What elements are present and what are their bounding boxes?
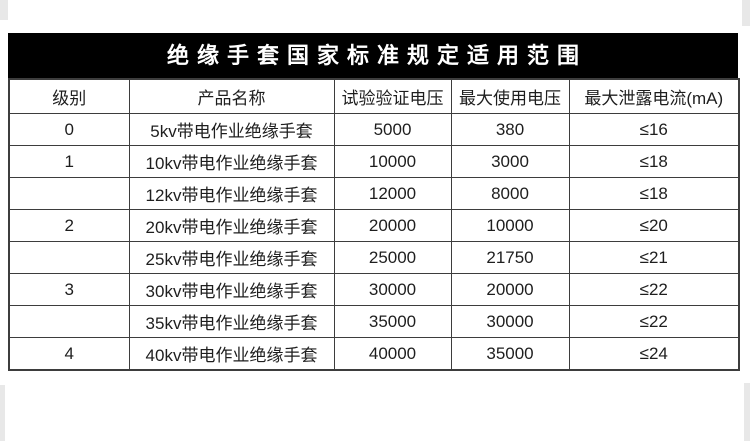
cell-max-use-voltage: 20000 [450, 273, 570, 306]
column-header-test-voltage: 试验验证电压 [333, 78, 452, 114]
cell-product-name: 5kv带电作业绝缘手套 [128, 113, 335, 146]
page-edge-top-right [742, 0, 750, 26]
header-row: 级别 产品名称 试验验证电压 最大使用电压 最大泄露电流(mA) [8, 78, 740, 114]
table-row: 3 30kv带电作业绝缘手套 30000 20000 ≤22 [8, 273, 740, 306]
cell-test-voltage: 5000 [333, 113, 452, 146]
cell-test-voltage: 12000 [333, 177, 452, 210]
cell-level: 3 [8, 273, 130, 306]
cell-test-voltage: 35000 [333, 305, 452, 338]
table-body: 0 5kv带电作业绝缘手套 5000 380 ≤16 1 10kv带电作业绝缘手… [8, 113, 740, 371]
table-row: 1 10kv带电作业绝缘手套 10000 3000 ≤18 [8, 145, 740, 178]
cell-max-use-voltage: 35000 [450, 337, 570, 371]
table-row: 25kv带电作业绝缘手套 25000 21750 ≤21 [8, 241, 740, 274]
cell-max-use-voltage: 21750 [450, 241, 570, 274]
cell-max-leakage-current: ≤16 [568, 113, 740, 146]
cell-test-voltage: 25000 [333, 241, 452, 274]
cell-product-name: 25kv带电作业绝缘手套 [128, 241, 335, 274]
cell-level: 0 [8, 113, 130, 146]
table-row: 4 40kv带电作业绝缘手套 40000 35000 ≤24 [8, 337, 740, 371]
page-edge-bottom-right [744, 383, 750, 441]
column-header-max-use-voltage: 最大使用电压 [450, 78, 570, 114]
cell-product-name: 35kv带电作业绝缘手套 [128, 305, 335, 338]
cell-max-use-voltage: 380 [450, 113, 570, 146]
cell-product-name: 10kv带电作业绝缘手套 [128, 145, 335, 178]
cell-product-name: 12kv带电作业绝缘手套 [128, 177, 335, 210]
cell-max-leakage-current: ≤18 [568, 145, 740, 178]
cell-max-leakage-current: ≤20 [568, 209, 740, 242]
cell-test-voltage: 10000 [333, 145, 452, 178]
cell-max-use-voltage: 10000 [450, 209, 570, 242]
cell-test-voltage: 40000 [333, 337, 452, 371]
cell-max-use-voltage: 3000 [450, 145, 570, 178]
cell-max-leakage-current: ≤22 [568, 273, 740, 306]
table-row: 2 20kv带电作业绝缘手套 20000 10000 ≤20 [8, 209, 740, 242]
cell-max-leakage-current: ≤24 [568, 337, 740, 371]
cell-level [8, 177, 130, 210]
cell-product-name: 40kv带电作业绝缘手套 [128, 337, 335, 371]
cell-max-leakage-current: ≤22 [568, 305, 740, 338]
column-header-max-leakage-current: 最大泄露电流(mA) [568, 78, 740, 114]
table-row: 0 5kv带电作业绝缘手套 5000 380 ≤16 [8, 113, 740, 146]
cell-test-voltage: 30000 [333, 273, 452, 306]
cell-level: 1 [8, 145, 130, 178]
cell-level: 4 [8, 337, 130, 371]
cell-max-leakage-current: ≤21 [568, 241, 740, 274]
column-header-product-name: 产品名称 [128, 78, 335, 114]
table-header: 级别 产品名称 试验验证电压 最大使用电压 最大泄露电流(mA) [8, 78, 740, 114]
cell-product-name: 30kv带电作业绝缘手套 [128, 273, 335, 306]
cell-max-leakage-current: ≤18 [568, 177, 740, 210]
table-title: 绝缘手套国家标准规定适用范围 [8, 33, 738, 78]
page-edge-bottom-left [0, 385, 5, 441]
cell-level [8, 241, 130, 274]
table-row: 35kv带电作业绝缘手套 35000 30000 ≤22 [8, 305, 740, 338]
cell-max-use-voltage: 8000 [450, 177, 570, 210]
glove-spec-table: 级别 产品名称 试验验证电压 最大使用电压 最大泄露电流(mA) 0 5kv带电… [8, 78, 740, 371]
column-header-level: 级别 [8, 78, 130, 114]
cell-product-name: 20kv带电作业绝缘手套 [128, 209, 335, 242]
cell-max-use-voltage: 30000 [450, 305, 570, 338]
cell-level [8, 305, 130, 338]
spec-sheet: 绝缘手套国家标准规定适用范围 级别 产品名称 试验验证电压 最大使用电压 最大泄… [8, 33, 740, 371]
table-row: 12kv带电作业绝缘手套 12000 8000 ≤18 [8, 177, 740, 210]
cell-level: 2 [8, 209, 130, 242]
page-edge-top-left [0, 0, 8, 20]
cell-test-voltage: 20000 [333, 209, 452, 242]
